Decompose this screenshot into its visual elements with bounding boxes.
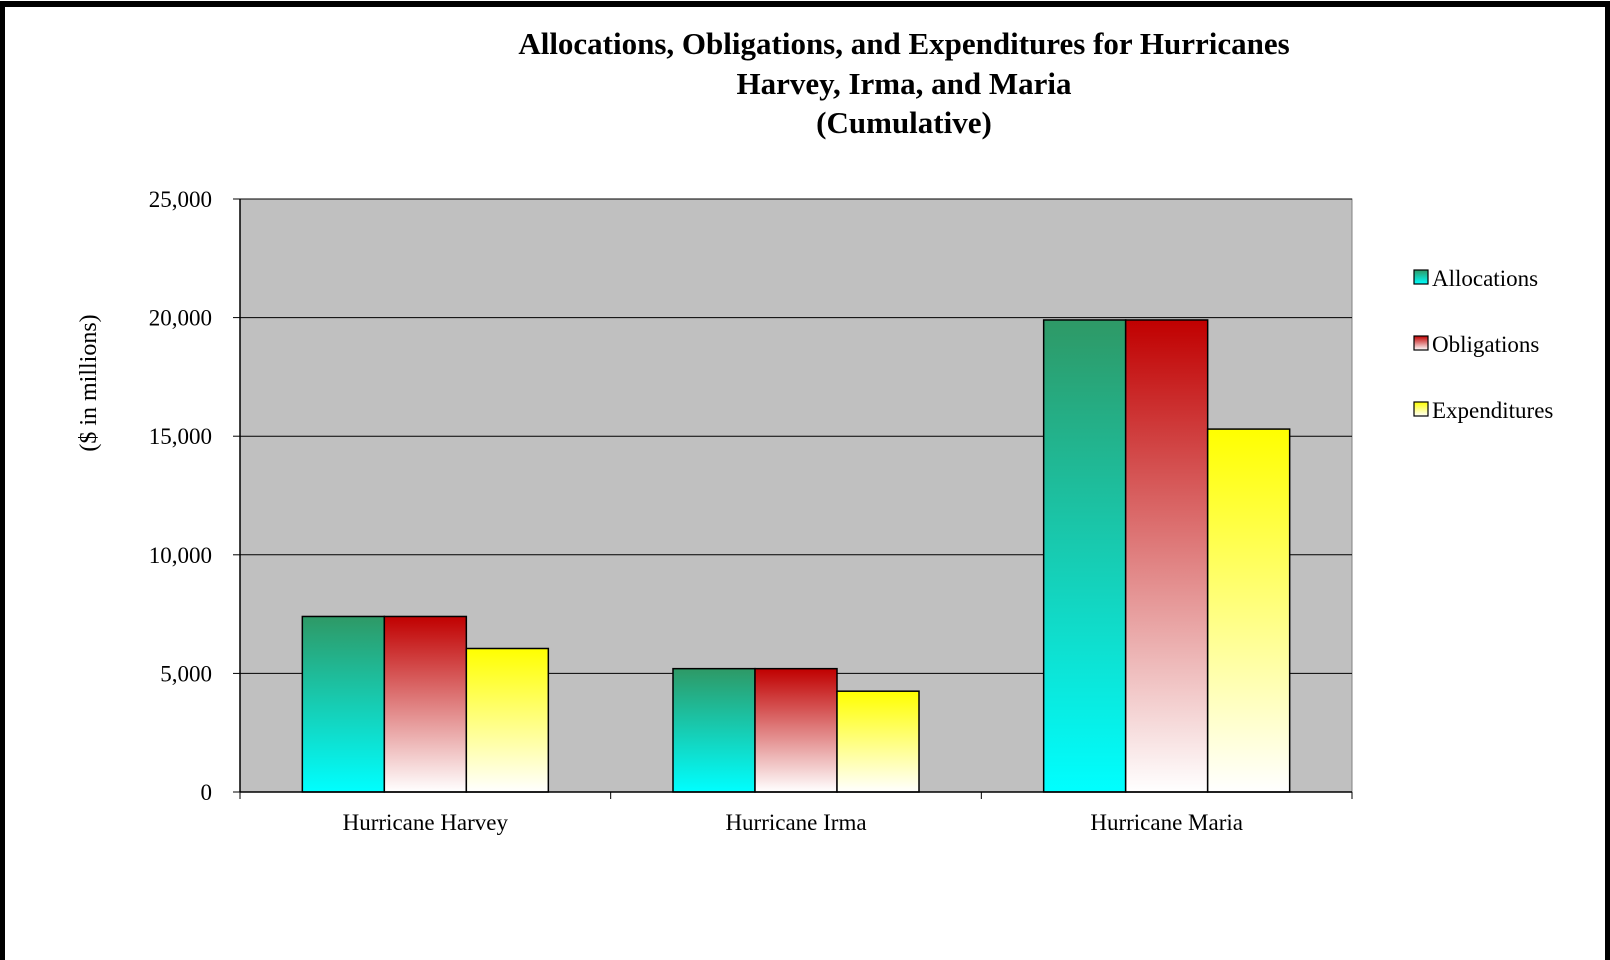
y-tick-labels: 0 5,000 10,000 15,000 20,000 25,000 <box>149 187 212 805</box>
bar-allocations-3 <box>1044 320 1126 792</box>
bar-expenditures-2 <box>837 691 919 792</box>
legend-swatch-obligations <box>1414 336 1428 350</box>
x-tick-label: Hurricane Maria <box>1090 810 1243 835</box>
y-tick-label: 25,000 <box>149 187 212 212</box>
x-tick-label: Hurricane Harvey <box>343 810 509 835</box>
bar-allocations-2 <box>673 669 755 792</box>
legend-label-obligations: Obligations <box>1432 332 1539 357</box>
y-axis-label: ($ in millions) <box>76 314 102 451</box>
bar-obligations-1 <box>384 616 466 792</box>
legend-swatch-allocations <box>1414 270 1428 284</box>
chart-title-line-2: Harvey, Irma, and Maria <box>737 66 1072 101</box>
y-tick-label: 20,000 <box>149 306 212 331</box>
y-tick-label: 10,000 <box>149 543 212 568</box>
chart-title-line-1: Allocations, Obligations, and Expenditur… <box>518 26 1289 61</box>
bar-expenditures-3 <box>1208 429 1290 792</box>
chart-title-line-3: (Cumulative) <box>816 105 992 140</box>
legend-label-expenditures: Expenditures <box>1432 398 1553 423</box>
legend: Allocations Obligations Expenditures <box>1414 266 1553 423</box>
y-tick-label: 15,000 <box>149 424 212 449</box>
x-tick-labels: Hurricane Harvey Hurricane Irma Hurricane … <box>343 810 1243 835</box>
x-tick-label: Hurricane Irma <box>725 810 866 835</box>
bar-obligations-2 <box>755 669 837 792</box>
y-tick-label: 5,000 <box>160 661 212 686</box>
legend-swatch-expenditures <box>1414 402 1428 416</box>
bar-allocations-1 <box>302 616 384 792</box>
y-tick-label: 0 <box>201 780 213 805</box>
bar-expenditures-1 <box>466 648 548 792</box>
bar-obligations-3 <box>1126 320 1208 792</box>
legend-label-allocations: Allocations <box>1432 266 1538 291</box>
